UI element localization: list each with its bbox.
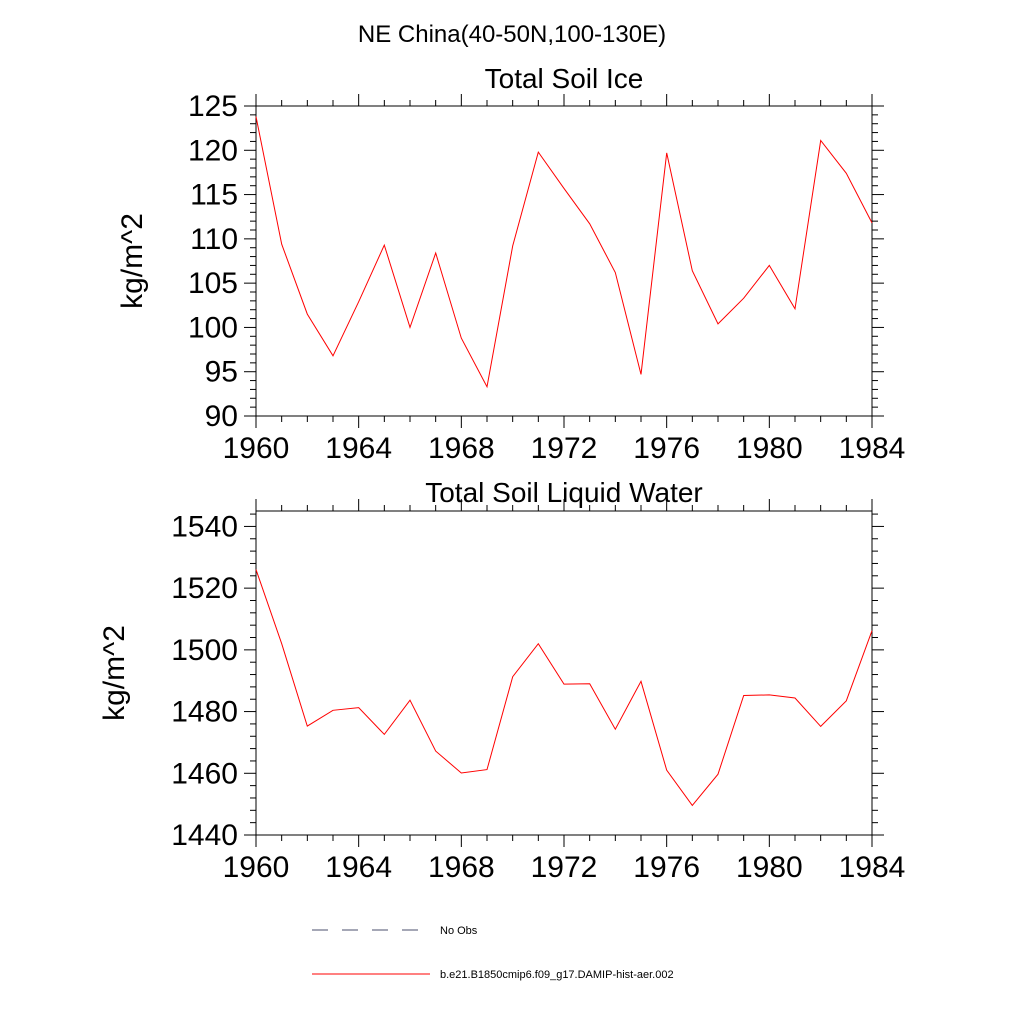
y-tick-label: 125: [188, 90, 238, 123]
x-tick-label: 1984: [839, 851, 906, 884]
x-tick-label: 1968: [428, 432, 495, 465]
x-tick-label: 1984: [839, 432, 906, 465]
legend-label-no-obs: No Obs: [440, 925, 478, 937]
x-tick-label: 1972: [531, 851, 598, 884]
x-tick-label: 1980: [736, 432, 803, 465]
y-tick-label: 1460: [171, 757, 238, 790]
x-tick-label: 1964: [325, 432, 392, 465]
plot-frame: [255, 105, 873, 417]
x-tick-label: 1976: [633, 432, 700, 465]
x-tick-label: 1960: [223, 851, 290, 884]
y-tick-label: 1540: [171, 510, 238, 543]
x-tick-label: 1976: [633, 851, 700, 884]
x-tick-label: 1960: [223, 432, 290, 465]
series-line: [255, 569, 873, 807]
y-tick-label: 110: [190, 223, 238, 256]
y-tick-label: 100: [188, 311, 238, 344]
x-tick-label: 1964: [325, 851, 392, 884]
y-axis-label: kg/m^2: [98, 625, 131, 721]
y-tick-label: 1520: [171, 572, 238, 605]
series-line: [255, 116, 873, 389]
x-tick-label: 1980: [736, 851, 803, 884]
legend-label-model: b.e21.B1850cmip6.f09_g17.DAMIP-hist-aer.…: [440, 969, 674, 981]
figure-title: NE China(40-50N,100-130E): [358, 21, 666, 48]
y-tick-label: 120: [188, 134, 238, 167]
y-tick-label: 90: [205, 400, 238, 433]
y-tick-label: 115: [190, 179, 238, 212]
legend: No Obs b.e21.B1850cmip6.f09_g17.DAMIP-hi…: [312, 925, 674, 981]
y-tick-label: 105: [188, 267, 238, 300]
y-tick-label: 1440: [171, 819, 238, 852]
y-tick-label: 1500: [171, 634, 238, 667]
y-tick-label: 1480: [171, 696, 238, 729]
plot-frame: [255, 510, 873, 836]
x-tick-label: 1968: [428, 851, 495, 884]
y-tick-label: 95: [205, 356, 238, 389]
panel-title: Total Soil Ice: [485, 63, 644, 94]
x-tick-label: 1972: [531, 432, 598, 465]
panel-total-soil-ice: Total Soil Ice 1960 1964 1968 1972 1976 1980 19…: [116, 63, 905, 465]
y-axis-label: kg/m^2: [116, 213, 149, 309]
